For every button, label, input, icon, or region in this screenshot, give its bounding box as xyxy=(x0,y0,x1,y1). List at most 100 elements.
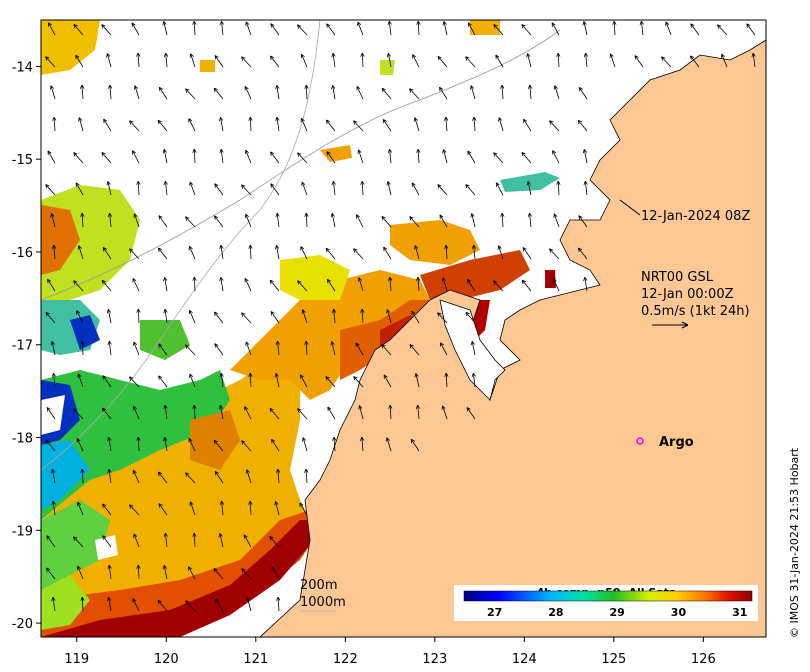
current-arrow-head xyxy=(192,148,197,153)
current-arrow xyxy=(73,280,84,292)
current-arrow xyxy=(185,88,196,100)
current-arrow-head xyxy=(248,116,253,121)
current-arrow-head xyxy=(553,85,558,90)
current-arrow xyxy=(50,85,56,100)
current-arrow xyxy=(275,501,280,516)
current-arrow-head xyxy=(241,440,246,445)
current-arrow xyxy=(529,213,532,228)
current-arrow xyxy=(243,534,252,548)
current-arrow xyxy=(163,565,168,580)
current-arrow-head xyxy=(219,116,224,122)
current-arrow-head xyxy=(355,342,360,347)
current-arrow-head xyxy=(163,276,168,282)
current-arrow-head xyxy=(80,596,85,601)
current-arrow-head xyxy=(213,87,218,93)
current-arrow xyxy=(164,405,168,420)
current-arrow xyxy=(137,564,140,580)
current-arrow xyxy=(326,151,336,164)
current-arrow-head xyxy=(471,372,476,377)
inlet xyxy=(439,299,506,401)
current-arrow xyxy=(270,23,280,36)
current-arrow xyxy=(353,248,364,260)
current-arrow-head xyxy=(411,182,416,187)
current-arrow xyxy=(410,439,420,452)
current-arrow xyxy=(554,85,560,100)
current-arrow-head xyxy=(330,213,335,218)
current-arrow-head xyxy=(274,501,279,506)
current-arrow-head xyxy=(80,468,85,473)
current-arrow xyxy=(77,501,84,516)
lat-tick-label: -16 xyxy=(12,246,33,261)
current-arrow xyxy=(640,21,644,36)
current-arrow-head xyxy=(108,84,113,89)
current-arrow xyxy=(277,597,280,612)
current-arrow-head xyxy=(470,341,475,346)
current-arrow xyxy=(465,184,476,196)
current-arrow xyxy=(501,85,504,100)
current-arrow-head xyxy=(275,244,280,250)
current-arrow-head xyxy=(248,500,253,505)
current-arrow xyxy=(412,54,420,68)
current-arrow xyxy=(53,245,56,260)
current-arrow xyxy=(129,248,140,260)
current-arrow-head xyxy=(416,20,421,25)
current-arrow xyxy=(361,52,364,68)
current-arrow xyxy=(165,53,168,68)
current-arrow xyxy=(381,87,392,100)
current-arrow xyxy=(76,310,84,324)
current-arrow-head xyxy=(102,375,107,380)
current-arrow-head xyxy=(103,118,108,124)
current-arrow-head xyxy=(101,24,106,29)
current-arrow-head xyxy=(270,151,275,156)
current-arrow xyxy=(301,53,308,68)
current-arrow-head xyxy=(441,405,446,410)
current-arrow-head xyxy=(556,52,561,57)
current-arrow xyxy=(51,213,56,228)
current-arrow-head xyxy=(73,280,78,285)
current-arrow-head xyxy=(244,277,249,283)
current-arrow-head xyxy=(163,436,168,442)
current-arrow xyxy=(578,87,588,100)
current-arrow-head xyxy=(158,215,163,220)
argo-float-marker[interactable] xyxy=(636,437,644,445)
current-arrow xyxy=(549,248,560,260)
lon-tick-label: 121 xyxy=(243,652,268,667)
current-arrow-head xyxy=(690,23,695,28)
colorbar-tick-label: 31 xyxy=(732,606,747,619)
current-arrow xyxy=(164,309,168,324)
current-arrow xyxy=(241,312,252,324)
current-arrow xyxy=(134,213,140,228)
current-arrow xyxy=(383,246,392,260)
current-arrow-head xyxy=(132,150,136,155)
current-arrow xyxy=(164,437,168,452)
current-arrow-head xyxy=(158,343,163,348)
current-arrow-head xyxy=(47,278,52,284)
sst-field xyxy=(41,20,560,637)
current-arrow xyxy=(411,310,420,324)
current-arrow-head xyxy=(526,53,531,58)
current-arrow xyxy=(361,437,364,452)
current-arrow-head xyxy=(214,55,219,60)
contour-200m-label: 200m xyxy=(300,578,337,593)
current-arrow xyxy=(188,246,196,260)
current-arrow xyxy=(188,438,196,452)
lat-tick-label: -20 xyxy=(12,617,33,632)
current-arrow-head xyxy=(133,341,138,346)
current-arrow xyxy=(498,117,504,132)
current-arrow xyxy=(445,117,448,132)
colorbar-tick-label: 30 xyxy=(671,606,687,619)
current-arrow xyxy=(213,87,224,100)
current-arrow-head xyxy=(331,180,336,186)
current-arrow-head xyxy=(582,21,587,26)
current-arrow xyxy=(47,278,56,292)
current-arrow xyxy=(302,437,308,452)
lat-tick-label: -18 xyxy=(12,432,33,447)
current-arrow xyxy=(107,181,112,196)
current-arrow-head xyxy=(360,436,365,441)
current-arrow xyxy=(75,182,84,196)
current-arrow-head xyxy=(106,181,111,186)
current-arrow xyxy=(523,118,532,132)
current-arrow xyxy=(45,56,56,68)
current-arrow-head xyxy=(381,216,386,221)
current-arrow xyxy=(214,215,224,228)
